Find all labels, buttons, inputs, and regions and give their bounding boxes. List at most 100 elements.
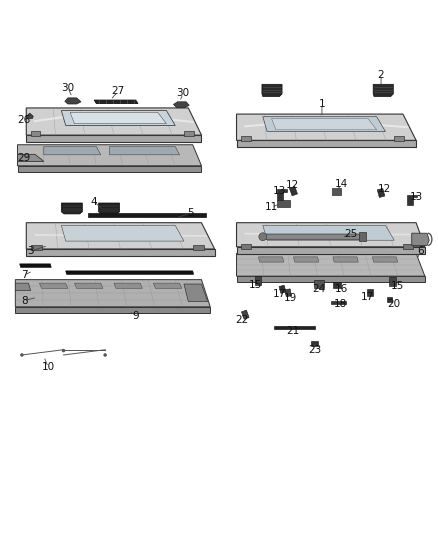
- Text: 24: 24: [312, 284, 325, 294]
- Text: 2: 2: [378, 70, 385, 79]
- Text: 19: 19: [284, 293, 297, 303]
- Polygon shape: [74, 283, 103, 288]
- Text: 27: 27: [112, 86, 125, 96]
- Text: 21: 21: [286, 326, 299, 336]
- Polygon shape: [99, 203, 120, 214]
- Text: 9: 9: [132, 311, 139, 320]
- Polygon shape: [359, 232, 366, 241]
- Polygon shape: [66, 271, 194, 274]
- Polygon shape: [262, 84, 282, 96]
- Text: 13: 13: [273, 186, 286, 196]
- Polygon shape: [332, 188, 341, 195]
- Polygon shape: [279, 285, 286, 293]
- Polygon shape: [15, 283, 31, 290]
- Text: 16: 16: [335, 284, 348, 294]
- Polygon shape: [255, 276, 261, 285]
- Polygon shape: [331, 301, 346, 304]
- Text: 13: 13: [410, 192, 423, 203]
- Text: 30: 30: [61, 83, 74, 93]
- Polygon shape: [18, 155, 44, 161]
- Polygon shape: [26, 249, 215, 255]
- Polygon shape: [263, 117, 385, 132]
- Text: 29: 29: [18, 153, 31, 163]
- Text: 18: 18: [334, 298, 347, 309]
- Polygon shape: [407, 195, 417, 205]
- Polygon shape: [61, 110, 175, 125]
- Polygon shape: [412, 233, 429, 246]
- Polygon shape: [394, 136, 404, 141]
- Text: 25: 25: [344, 229, 357, 239]
- Polygon shape: [26, 135, 201, 142]
- Polygon shape: [18, 166, 201, 172]
- Polygon shape: [20, 264, 51, 268]
- Polygon shape: [65, 98, 81, 104]
- Text: 1: 1: [318, 100, 325, 109]
- Polygon shape: [237, 253, 425, 276]
- Polygon shape: [44, 147, 101, 155]
- Text: 3: 3: [27, 246, 34, 256]
- Text: 23: 23: [308, 345, 321, 355]
- Polygon shape: [277, 200, 290, 207]
- Polygon shape: [237, 114, 416, 140]
- Circle shape: [62, 349, 65, 352]
- Polygon shape: [237, 276, 425, 282]
- Text: 12: 12: [286, 180, 299, 190]
- Polygon shape: [39, 283, 68, 288]
- Polygon shape: [290, 187, 297, 196]
- Polygon shape: [31, 131, 40, 136]
- Circle shape: [20, 353, 24, 357]
- Polygon shape: [114, 283, 142, 288]
- Polygon shape: [237, 140, 416, 147]
- Text: 26: 26: [18, 115, 31, 125]
- Polygon shape: [274, 326, 315, 329]
- Polygon shape: [258, 257, 284, 262]
- Polygon shape: [367, 289, 373, 296]
- Polygon shape: [241, 136, 251, 141]
- Polygon shape: [153, 283, 182, 288]
- Text: 14: 14: [335, 179, 348, 189]
- Polygon shape: [333, 257, 358, 262]
- Text: 15: 15: [391, 281, 404, 291]
- Text: 11: 11: [265, 203, 278, 212]
- Polygon shape: [15, 307, 210, 313]
- Polygon shape: [237, 223, 425, 247]
- Text: 30: 30: [177, 88, 190, 99]
- Polygon shape: [184, 131, 194, 136]
- Polygon shape: [241, 244, 251, 248]
- Polygon shape: [277, 189, 287, 200]
- Text: 6: 6: [417, 246, 424, 256]
- Polygon shape: [26, 108, 201, 135]
- Polygon shape: [94, 100, 138, 103]
- Polygon shape: [26, 113, 33, 118]
- Text: 20: 20: [388, 298, 401, 309]
- Polygon shape: [314, 280, 324, 288]
- Polygon shape: [15, 280, 210, 307]
- Polygon shape: [70, 112, 166, 124]
- Polygon shape: [241, 310, 249, 319]
- Circle shape: [259, 233, 267, 241]
- Polygon shape: [387, 297, 392, 302]
- Polygon shape: [263, 225, 394, 240]
- Text: 12: 12: [378, 183, 391, 193]
- Polygon shape: [311, 341, 318, 346]
- Text: 17: 17: [360, 292, 374, 302]
- Polygon shape: [193, 246, 204, 250]
- Text: 7: 7: [21, 270, 28, 280]
- Polygon shape: [389, 278, 396, 286]
- Polygon shape: [377, 188, 385, 197]
- Polygon shape: [110, 147, 180, 155]
- Polygon shape: [373, 84, 393, 96]
- Text: 5: 5: [187, 208, 194, 218]
- Text: 17: 17: [273, 289, 286, 298]
- Polygon shape: [237, 247, 425, 254]
- Polygon shape: [403, 244, 413, 248]
- Polygon shape: [372, 257, 398, 262]
- Polygon shape: [333, 282, 341, 288]
- Circle shape: [103, 353, 107, 357]
- Polygon shape: [263, 234, 360, 239]
- Polygon shape: [26, 223, 215, 249]
- Polygon shape: [184, 284, 208, 302]
- Text: 15: 15: [249, 280, 262, 290]
- Text: 22: 22: [236, 315, 249, 325]
- Polygon shape: [61, 225, 184, 241]
